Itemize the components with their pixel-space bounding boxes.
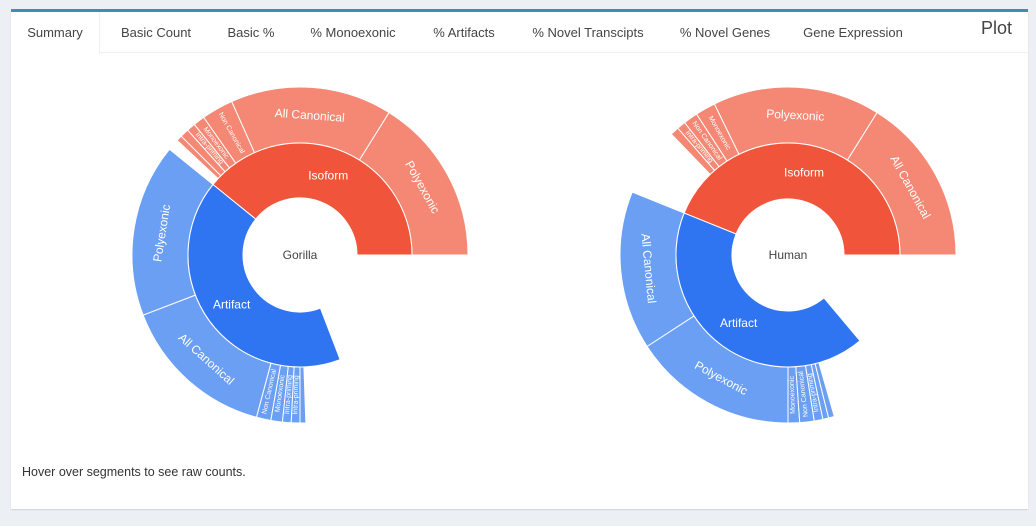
tab-summary[interactable]: Summary xyxy=(11,12,100,54)
tab-novel-transcripts[interactable]: % Novel Transcipts xyxy=(532,25,644,40)
outer-segment-label: Monoexonic xyxy=(789,375,797,413)
tab-novel-genes[interactable]: % Novel Genes xyxy=(679,25,771,40)
tab-monoexonic[interactable]: % Monoexonic xyxy=(310,25,396,40)
tab-bar: Summary Basic Count Basic % % Monoexonic… xyxy=(11,12,1028,54)
outer-segment[interactable] xyxy=(299,366,307,424)
inner-segment-label: Isoform xyxy=(784,166,824,180)
outer-segment-label: All Canonical xyxy=(638,233,659,304)
hover-hint: Hover over segments to see raw counts. xyxy=(22,465,246,479)
inner-segment-label: Isoform xyxy=(308,168,348,182)
tab-basic-percent[interactable]: Basic % xyxy=(227,25,275,40)
center-label: Gorilla xyxy=(283,248,318,262)
inner-segment-label: Artifact xyxy=(720,316,758,330)
outer-segment-label: All Canonical xyxy=(274,106,345,125)
tab-gene-expression[interactable]: Gene Expression xyxy=(803,25,903,40)
box-title: Plot xyxy=(980,18,1012,38)
center-label: Human xyxy=(769,248,808,262)
inner-segment-label: Artifact xyxy=(213,298,251,312)
outer-segment-label: Intra-priming xyxy=(284,375,294,415)
inner-segment[interactable] xyxy=(212,142,413,256)
inner-segment[interactable] xyxy=(683,142,901,256)
tab-artifacts[interactable]: % Artifacts xyxy=(433,25,495,40)
tab-basic-count[interactable]: Basic Count xyxy=(120,25,192,40)
outer-segment-label: Intra-priming xyxy=(292,375,300,415)
inner-segment[interactable] xyxy=(187,183,341,368)
inner-segment[interactable] xyxy=(675,212,861,368)
outer-segment-label: Polyexonic xyxy=(766,107,825,124)
